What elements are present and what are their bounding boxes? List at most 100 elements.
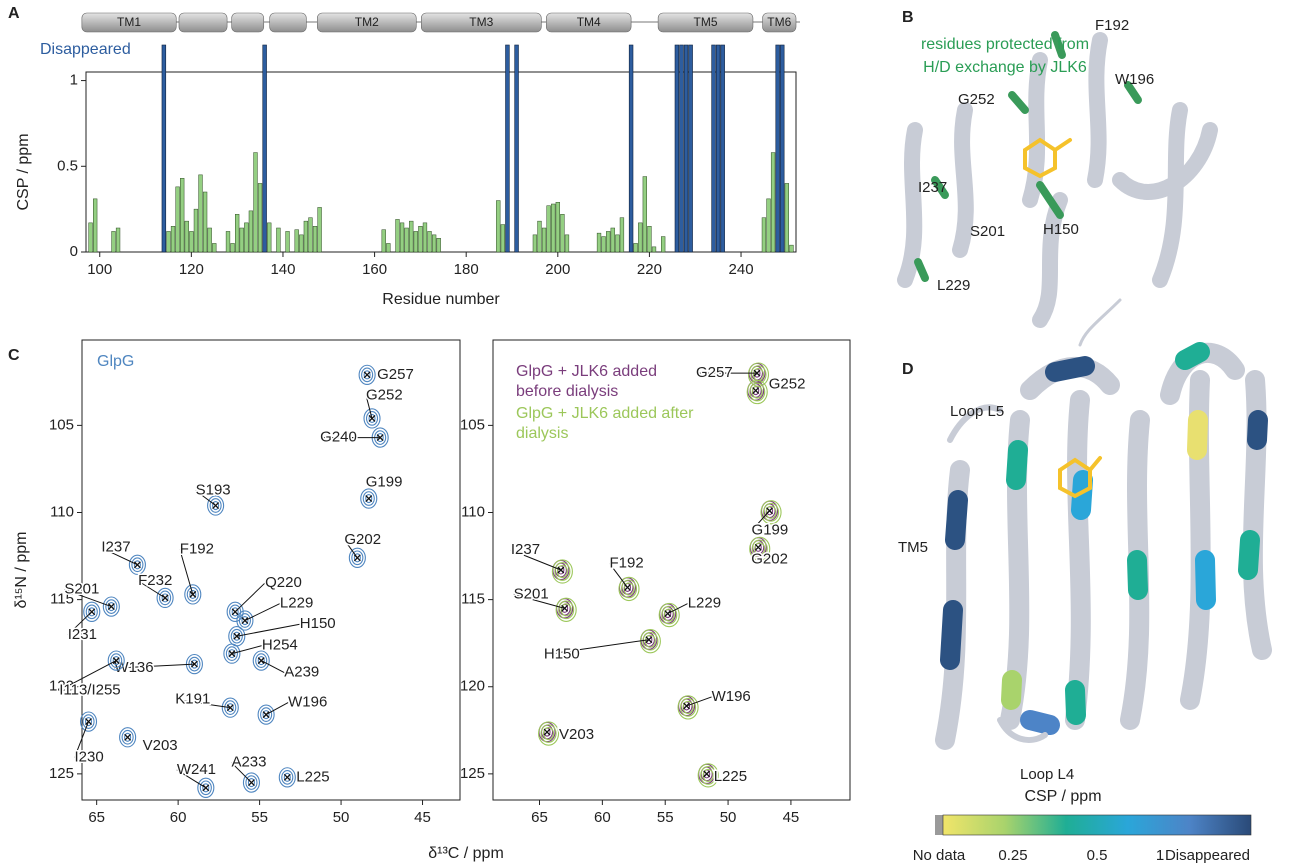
helix-label: TM6 bbox=[767, 15, 791, 29]
x-axis-label: Residue number bbox=[382, 291, 500, 308]
y-tick-label: 125 bbox=[49, 765, 74, 782]
peak-label: L225 bbox=[714, 768, 747, 785]
peak-cross bbox=[112, 657, 120, 665]
bar bbox=[766, 198, 771, 253]
x-tick-label: 180 bbox=[454, 261, 479, 278]
peak-contour bbox=[241, 615, 249, 626]
peak-label: A239 bbox=[284, 664, 319, 681]
peak-label: W241 bbox=[177, 761, 216, 778]
disappeared-bar bbox=[688, 44, 693, 253]
peak-cross bbox=[202, 784, 210, 792]
peak-cross bbox=[365, 495, 373, 503]
peak-label: W196 bbox=[712, 688, 751, 705]
peak-contour bbox=[236, 610, 254, 631]
leader-line bbox=[231, 645, 263, 655]
peak-contour bbox=[189, 589, 197, 599]
bar bbox=[564, 234, 570, 253]
bar bbox=[235, 214, 240, 253]
disappeared-bar bbox=[628, 44, 634, 253]
peak-contour bbox=[221, 697, 239, 718]
bar bbox=[395, 219, 400, 253]
peak-contour bbox=[128, 554, 146, 575]
residue-label: W196 bbox=[1115, 71, 1154, 88]
peak-contour bbox=[105, 599, 118, 614]
peak-label: G240 bbox=[320, 429, 357, 446]
x-tick-label: 65 bbox=[88, 809, 105, 826]
peak-contour bbox=[697, 763, 719, 788]
peak-contour bbox=[83, 601, 101, 622]
bar bbox=[431, 234, 437, 253]
peak-contour bbox=[199, 780, 212, 796]
leader-line bbox=[67, 611, 93, 636]
leader-line bbox=[74, 721, 89, 758]
peak-label: I237 bbox=[511, 541, 540, 558]
peak-contour bbox=[252, 650, 270, 671]
bar bbox=[642, 176, 647, 253]
peak-label: F232 bbox=[138, 572, 172, 589]
y-tick-label: 110 bbox=[50, 503, 74, 520]
peak-contour bbox=[110, 653, 123, 668]
peak-label: L229 bbox=[280, 594, 313, 611]
helix-cylinder bbox=[81, 12, 177, 33]
leader-line bbox=[101, 547, 138, 566]
bar bbox=[606, 231, 611, 253]
peak-contour bbox=[233, 631, 241, 641]
peak-contour bbox=[642, 631, 659, 651]
peak-label: H150 bbox=[300, 615, 336, 632]
bar bbox=[212, 243, 217, 253]
bar bbox=[555, 202, 560, 253]
peak-contour bbox=[554, 562, 571, 581]
peak-contour bbox=[365, 411, 379, 426]
residue-label: G252 bbox=[958, 91, 995, 108]
peak-label: H150 bbox=[544, 646, 580, 663]
bar bbox=[610, 227, 615, 253]
bar bbox=[436, 238, 441, 253]
peak-contour bbox=[257, 656, 265, 666]
bar bbox=[500, 224, 505, 253]
peak-cross bbox=[133, 561, 141, 569]
bar bbox=[647, 226, 652, 253]
bar bbox=[111, 231, 116, 253]
y-tick-label: 120 bbox=[460, 678, 485, 695]
x-tick-label: 60 bbox=[170, 809, 187, 826]
leader-line bbox=[234, 582, 266, 613]
bar bbox=[422, 222, 428, 253]
bar bbox=[789, 244, 794, 253]
disappeared-bar bbox=[514, 44, 519, 253]
bar bbox=[202, 191, 208, 253]
bar bbox=[175, 186, 180, 253]
bar bbox=[651, 246, 657, 253]
peak-label: Q220 bbox=[265, 574, 302, 591]
bar bbox=[496, 200, 501, 253]
helix-cylinder bbox=[421, 12, 542, 33]
peak-contour bbox=[224, 700, 237, 716]
helix-cylinder bbox=[546, 12, 632, 33]
peak-contour bbox=[361, 367, 374, 383]
bar bbox=[546, 205, 551, 253]
bar bbox=[285, 231, 290, 253]
bar bbox=[88, 222, 93, 253]
bar bbox=[317, 207, 322, 253]
x-tick-label: 140 bbox=[270, 261, 295, 278]
bar bbox=[386, 243, 391, 253]
peak-contour bbox=[112, 656, 120, 666]
peak-contour bbox=[260, 707, 273, 722]
peak-contour bbox=[556, 564, 568, 579]
x-tick-label: 160 bbox=[362, 261, 387, 278]
peak-cross bbox=[543, 728, 551, 736]
peak-contour bbox=[360, 488, 378, 509]
bar bbox=[312, 226, 318, 253]
residue-label: H150 bbox=[1043, 221, 1079, 238]
bar bbox=[541, 227, 547, 253]
bar bbox=[551, 203, 556, 253]
peak-cross bbox=[376, 434, 384, 442]
peak-label: S193 bbox=[196, 481, 231, 498]
peak-contour bbox=[209, 498, 222, 513]
peak-contour bbox=[749, 536, 771, 561]
helix-label: TM1 bbox=[117, 15, 141, 29]
legend-label: Disappeared bbox=[40, 41, 131, 58]
bar bbox=[560, 214, 565, 253]
colorbar-tick-label: No data bbox=[913, 847, 966, 864]
panel-letter: C bbox=[8, 347, 20, 364]
